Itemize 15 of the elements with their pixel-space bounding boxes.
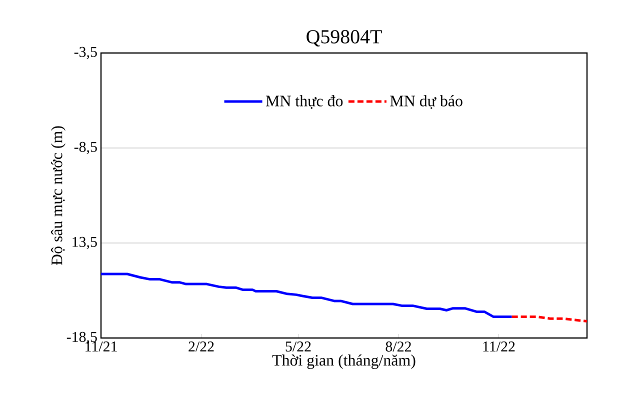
x-tick-label: 11/22 (483, 342, 515, 352)
line-series (101, 272, 514, 318)
y-tick-label: -18,5 (66, 332, 97, 344)
x-tick-label: 8/22 (386, 342, 411, 352)
x-tick-label: 11/21 (86, 342, 117, 352)
y-tick-label: -8,5 (74, 142, 97, 154)
legend-label: MN thực đo (266, 95, 343, 109)
legend-label: MN dự báo (390, 95, 462, 109)
x-tick-label: 5/22 (286, 342, 311, 352)
y-tick-label: -3,5 (74, 46, 97, 60)
x-axis-title: Thời gian (tháng/năm) (272, 354, 416, 369)
x-tick-label: 2/22 (188, 342, 214, 352)
y-tick-label: 13,5 (72, 236, 97, 250)
chart-title: Q59804T (306, 30, 382, 47)
y-axis-title: Độ sâu mực nước (m) (51, 126, 66, 266)
